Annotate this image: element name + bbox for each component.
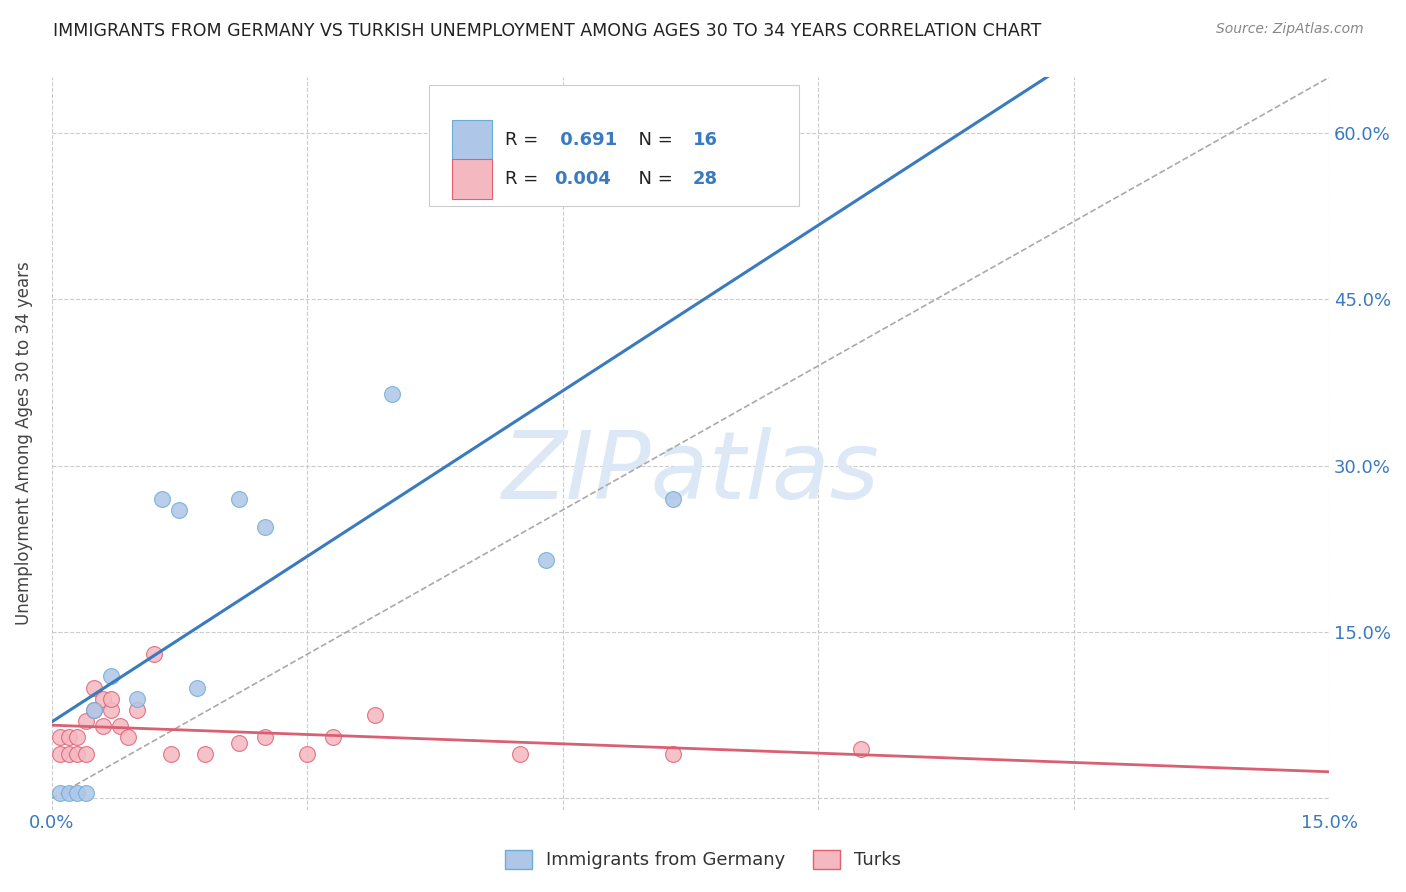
Text: 0.691: 0.691	[554, 131, 617, 149]
Point	[509, 181, 531, 195]
Point	[75, 747, 97, 761]
Point	[108, 719, 131, 733]
Point	[295, 747, 318, 761]
Point	[100, 691, 122, 706]
Point	[83, 703, 105, 717]
Text: Source: ZipAtlas.com: Source: ZipAtlas.com	[1216, 22, 1364, 37]
Y-axis label: Unemployment Among Ages 30 to 34 years: Unemployment Among Ages 30 to 34 years	[15, 261, 32, 625]
Point	[253, 731, 276, 745]
Point	[662, 491, 685, 506]
Point	[534, 553, 557, 567]
Point	[83, 681, 105, 695]
Point	[322, 731, 344, 745]
Text: IMMIGRANTS FROM GERMANY VS TURKISH UNEMPLOYMENT AMONG AGES 30 TO 34 YEARS CORREL: IMMIGRANTS FROM GERMANY VS TURKISH UNEMP…	[53, 22, 1042, 40]
Point	[100, 669, 122, 683]
FancyBboxPatch shape	[429, 85, 799, 205]
Point	[91, 719, 114, 733]
Point	[66, 747, 89, 761]
Point	[125, 703, 148, 717]
Point	[75, 786, 97, 800]
Text: R =: R =	[505, 131, 544, 149]
Point	[849, 741, 872, 756]
Point	[66, 786, 89, 800]
Point	[662, 747, 685, 761]
Point	[194, 747, 217, 761]
Text: ZIPatlas: ZIPatlas	[502, 427, 879, 518]
Point	[169, 503, 191, 517]
FancyBboxPatch shape	[451, 120, 492, 160]
Point	[152, 491, 174, 506]
Point	[117, 731, 139, 745]
Text: 28: 28	[693, 170, 718, 188]
Point	[66, 731, 89, 745]
Point	[49, 731, 72, 745]
Text: 0.004: 0.004	[554, 170, 610, 188]
Point	[228, 491, 250, 506]
Point	[228, 736, 250, 750]
Point	[253, 519, 276, 533]
Point	[186, 681, 208, 695]
Point	[160, 747, 183, 761]
Point	[58, 786, 80, 800]
Point	[75, 714, 97, 728]
Point	[509, 747, 531, 761]
Point	[125, 691, 148, 706]
Point	[91, 691, 114, 706]
Point	[364, 708, 387, 723]
Text: N =: N =	[627, 131, 678, 149]
FancyBboxPatch shape	[451, 159, 492, 199]
Point	[100, 703, 122, 717]
Text: R =: R =	[505, 170, 544, 188]
Legend: Immigrants from Germany, Turks: Immigrants from Germany, Turks	[496, 841, 910, 879]
Point	[83, 703, 105, 717]
Point	[58, 747, 80, 761]
Text: N =: N =	[627, 170, 678, 188]
Point	[142, 647, 165, 661]
Point	[58, 731, 80, 745]
Point	[49, 786, 72, 800]
Text: 16: 16	[693, 131, 718, 149]
Point	[49, 747, 72, 761]
Point	[381, 386, 404, 401]
